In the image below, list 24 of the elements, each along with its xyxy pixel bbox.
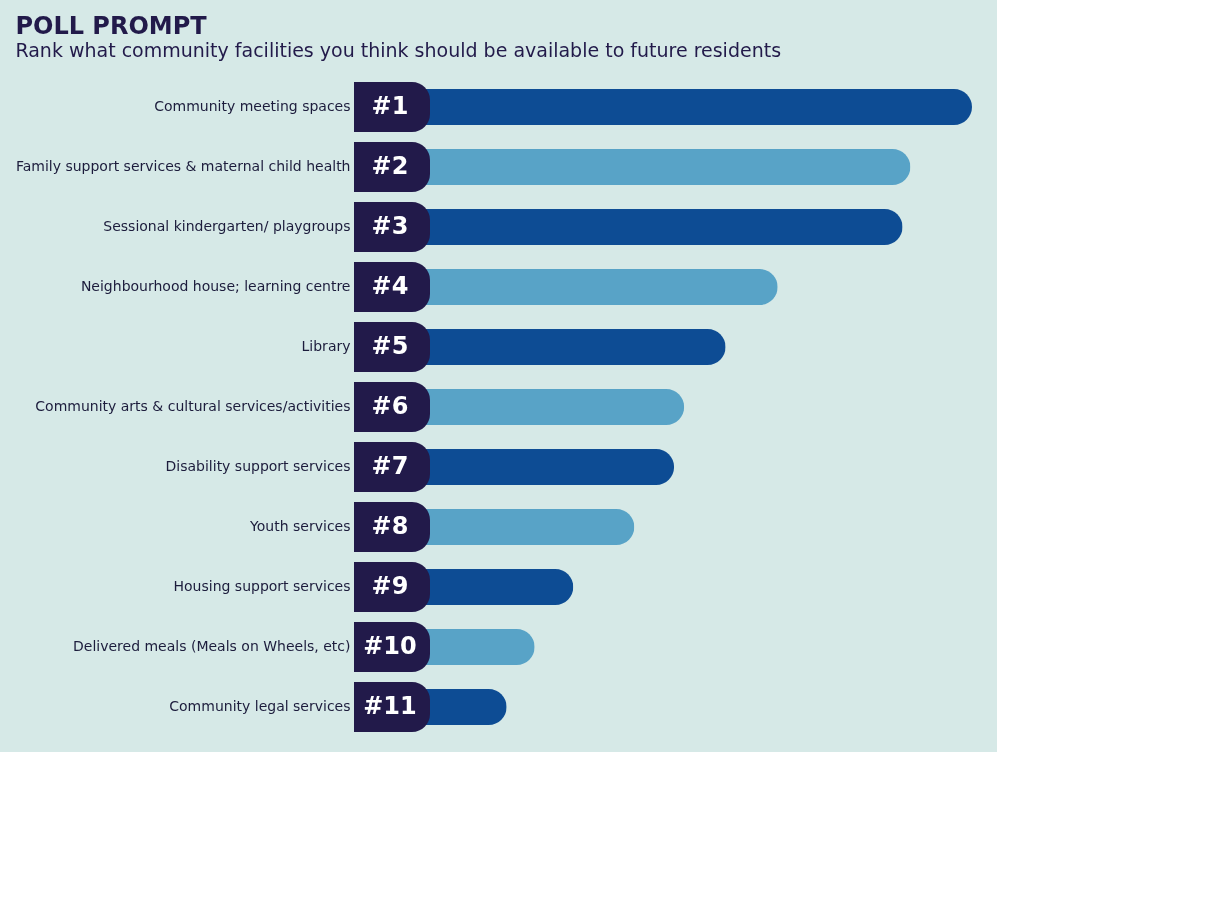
text: POLL PROMPT — [15, 12, 208, 40]
y-tick-label: Family support services & maternal child health — [15, 158, 351, 174]
annotation: #11 — [363, 692, 417, 720]
y-tick-label: Disability support services — [165, 458, 351, 474]
text: #9 — [371, 572, 409, 600]
y-tick-label: Library — [301, 338, 351, 354]
text: #7 — [371, 452, 409, 480]
text: #2 — [371, 152, 409, 180]
y-tick-label: Delivered meals (Meals on Wheels, etc) — [73, 638, 351, 654]
annotation: #10 — [363, 632, 417, 660]
text: #1 — [371, 92, 409, 120]
y-tick-label: Community arts & cultural services/activities — [35, 398, 351, 414]
chart-subtitle: Rank what community facilities you think should be available to future residents — [15, 39, 782, 61]
text: #6 — [371, 392, 409, 420]
y-tick-label: Sessional kindergarten/ playgroups — [103, 218, 351, 234]
text: #3 — [371, 212, 409, 240]
y-tick-label: Community meeting spaces — [154, 98, 351, 114]
y-tick-label: Community legal services — [169, 698, 351, 714]
y-tick-label: Youth services — [249, 518, 351, 534]
y-tick-label: Housing support services — [173, 578, 351, 594]
text: #4 — [371, 272, 409, 300]
text: #8 — [371, 512, 409, 540]
text: #5 — [371, 332, 409, 360]
y-tick-label: Neighbourhood house; learning centre — [80, 278, 351, 294]
